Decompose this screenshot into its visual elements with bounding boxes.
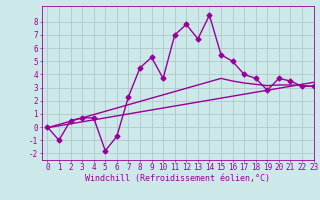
X-axis label: Windchill (Refroidissement éolien,°C): Windchill (Refroidissement éolien,°C) xyxy=(85,174,270,183)
